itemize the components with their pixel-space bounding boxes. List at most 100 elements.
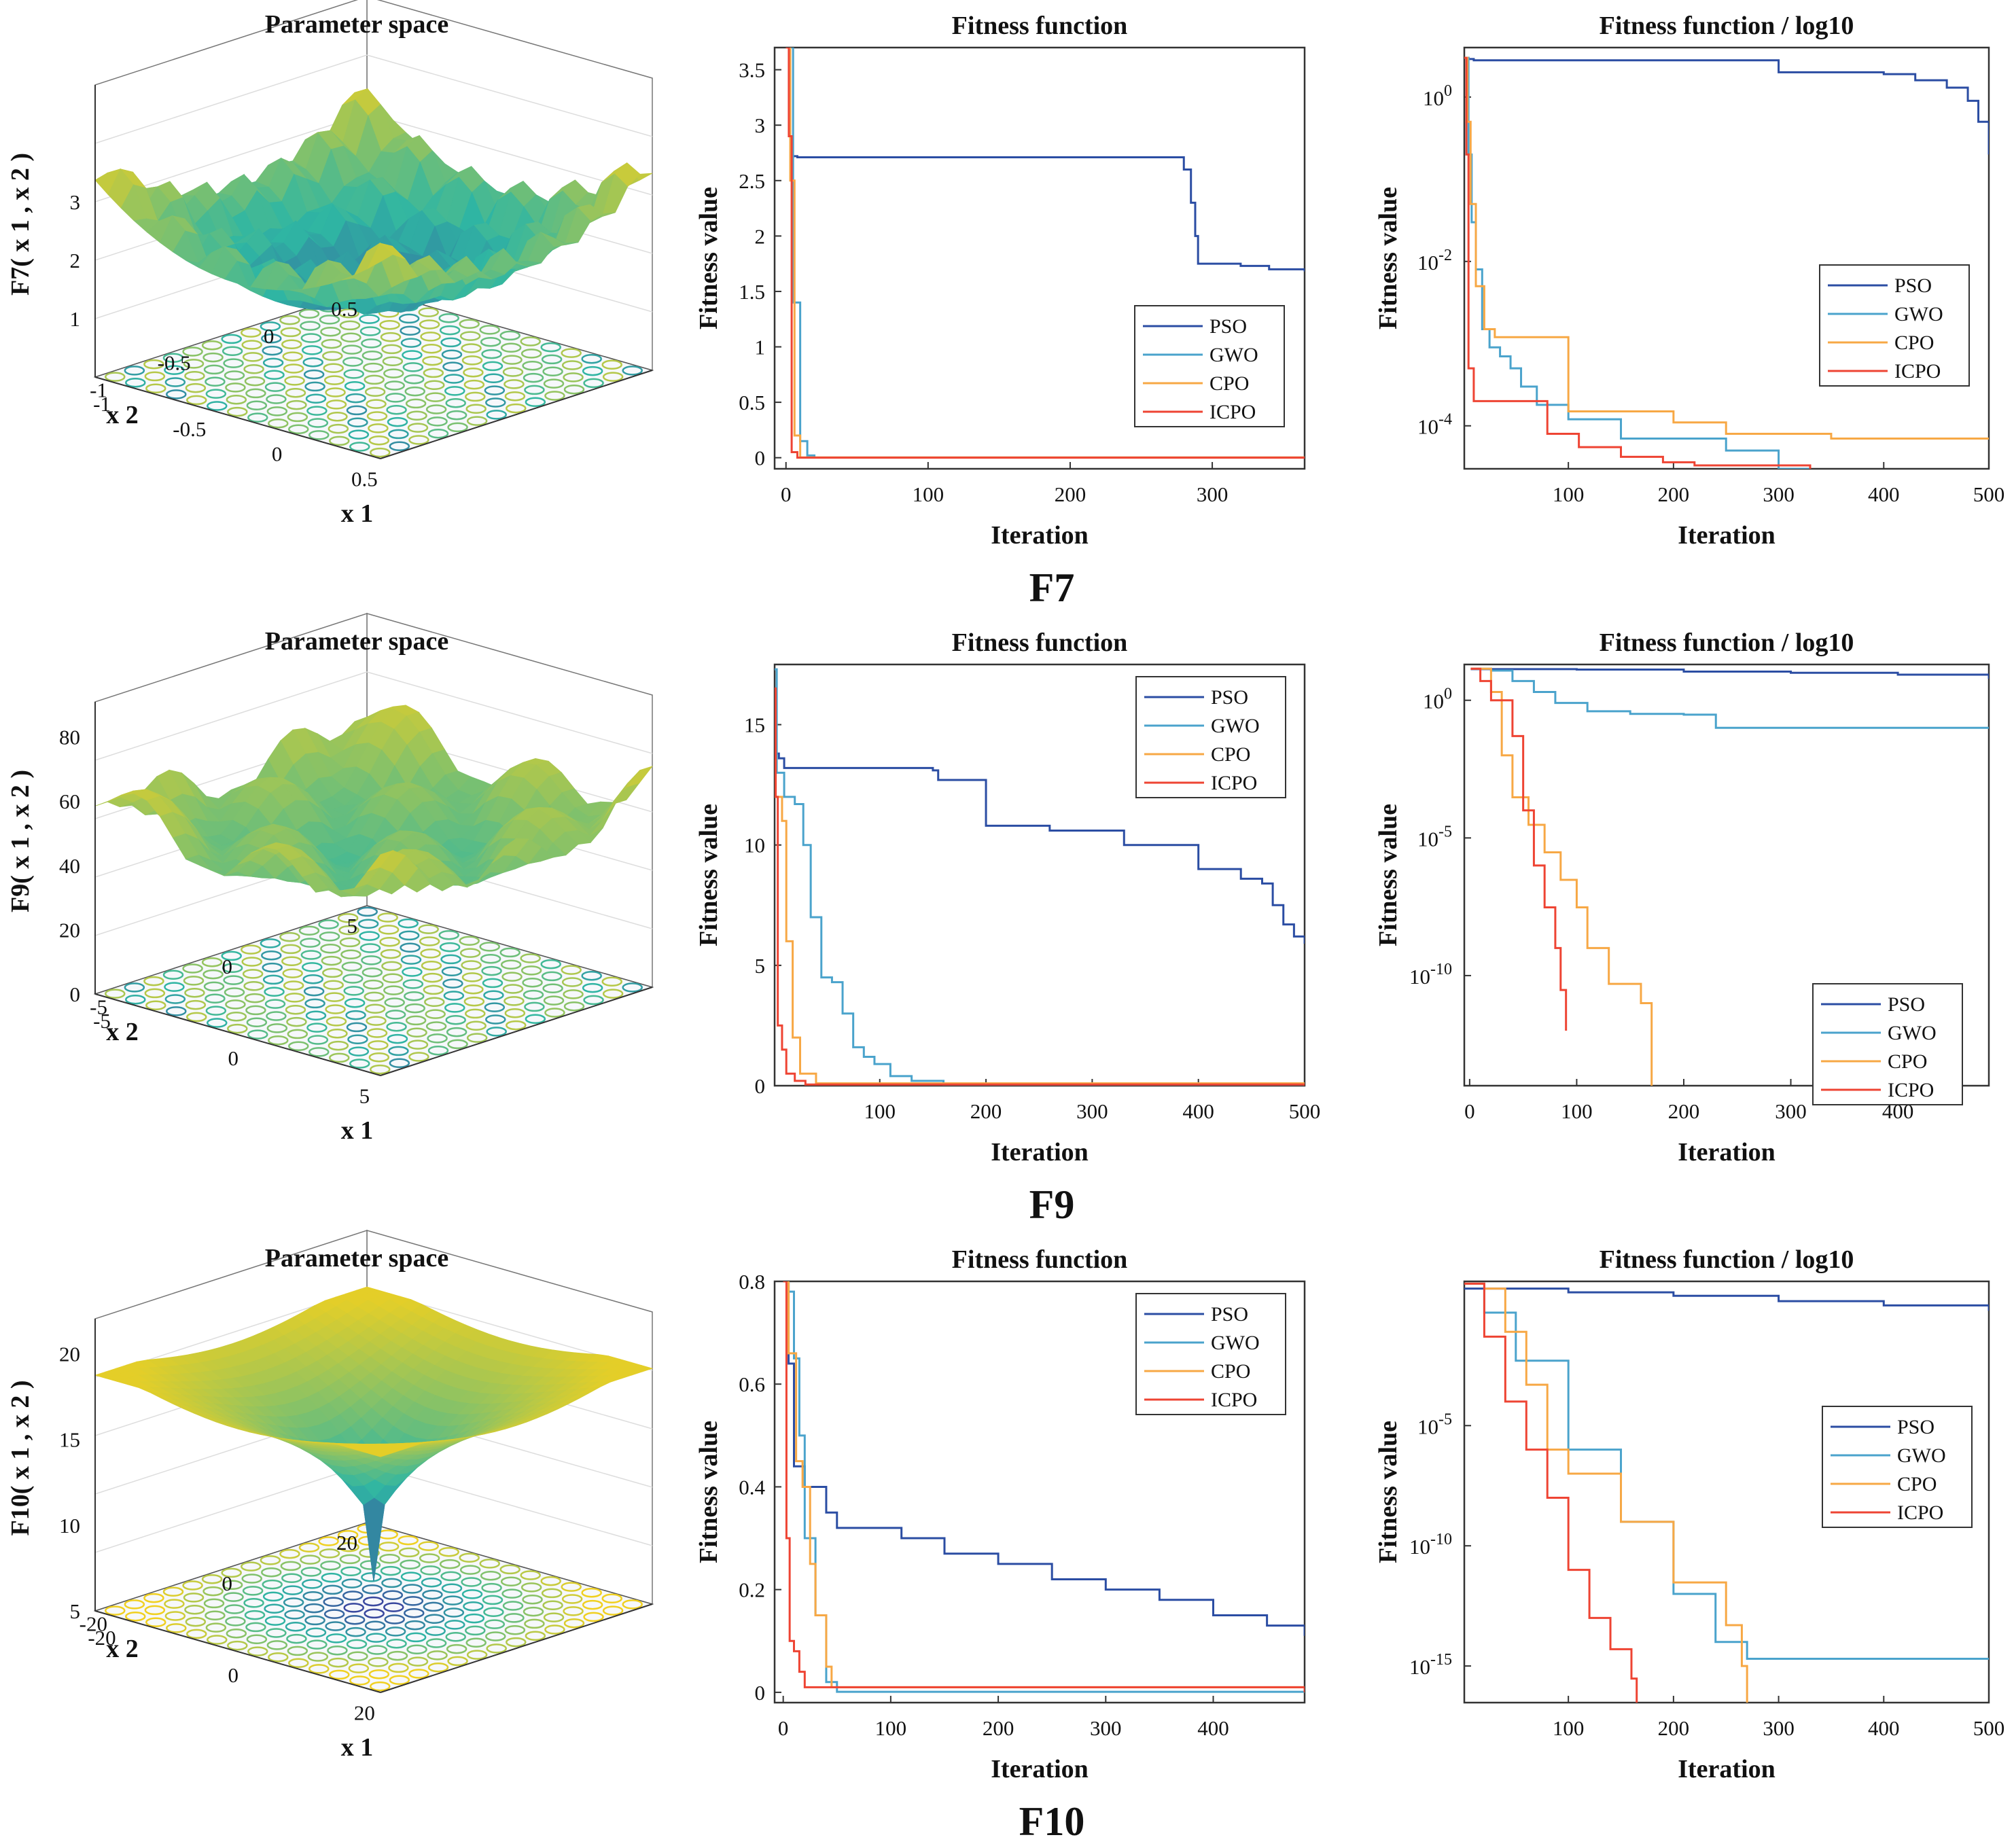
contour-ring (400, 338, 422, 348)
contour-ring (244, 376, 266, 387)
contour-ring (480, 1570, 501, 1581)
z-tick-label: 20 (59, 918, 80, 942)
block-f9: Parameter space 0 20 40 60 80 F9( x 1 , x 2 ) -… (6, 612, 1990, 1227)
contour-ring (241, 1574, 262, 1584)
contour-ring (264, 1616, 286, 1626)
contour-ring (342, 1591, 364, 1601)
contour-ring (380, 1565, 402, 1576)
contour-ring (388, 429, 409, 440)
contour-ring (602, 1605, 624, 1616)
contour-ring (370, 1064, 391, 1075)
contour-ring (203, 1598, 225, 1609)
x2-tick-label: -1 (90, 378, 107, 402)
contour-ring (502, 367, 524, 377)
contour-ring (404, 1620, 425, 1631)
contour-ring (447, 1656, 468, 1667)
contour-ring (443, 1607, 465, 1618)
y-tick-label: 0 (755, 446, 766, 470)
contour-ring (341, 344, 363, 355)
contour-ring (185, 383, 207, 393)
contour-ring (405, 398, 427, 409)
box-edge (380, 1603, 653, 1693)
contour-ring (427, 1045, 449, 1056)
contour-ring (302, 1579, 323, 1589)
contour-ring (408, 1052, 429, 1062)
contour-ring (348, 429, 370, 440)
contour-ring (224, 370, 245, 380)
contour-ring (402, 350, 423, 360)
contour-ring (302, 962, 323, 972)
contour-ring (346, 1639, 368, 1650)
contour-ring (441, 966, 463, 977)
x-tick-label: 300 (1763, 482, 1795, 506)
contour-ring (389, 441, 410, 452)
contour-ring (541, 971, 563, 982)
x-tick-label: 300 (1090, 1716, 1122, 1740)
contour-ring (581, 1587, 602, 1598)
x-tick-label: 200 (1658, 482, 1690, 506)
contour-ring (304, 381, 325, 392)
contour-ring (143, 1593, 164, 1603)
contour-ring (366, 1645, 388, 1655)
contour-ring (287, 412, 308, 423)
contour-ring (461, 1577, 482, 1587)
contour-ring (421, 343, 442, 354)
contour-ring (425, 1009, 446, 1019)
contour-ring (601, 976, 622, 987)
contour-ring (349, 1059, 370, 1069)
contour-ring (328, 423, 349, 434)
contour-ring (484, 1619, 506, 1629)
contour-ring (459, 331, 481, 341)
contour-ring (244, 1610, 266, 1620)
linear-fitness-panel: Fitness function Iteration Fitness value 0 1… (694, 12, 1306, 550)
surface-title: Parameter space (265, 10, 448, 39)
contour-ring (525, 397, 546, 408)
contour-ring (427, 1650, 448, 1660)
contour-ring (325, 399, 347, 410)
contour-ring (484, 385, 506, 395)
contour-ring (423, 1601, 444, 1612)
y-tick-label: 15 (744, 713, 765, 737)
contour-ring (622, 366, 643, 376)
contour-ring (523, 1606, 544, 1617)
contour-ring (327, 1028, 348, 1039)
contour-ring (407, 1040, 429, 1050)
grid-line (94, 54, 368, 144)
y-tick-label: 0 (755, 1074, 766, 1098)
x2-tick-label: 5 (347, 914, 358, 938)
contour-ring (466, 416, 488, 426)
y-tick-label: 0 (755, 1681, 766, 1705)
z-axis-label: F9( x 1 , x 2 ) (6, 770, 35, 912)
contour-ring (386, 1021, 407, 1032)
series-line-gwo (775, 668, 1305, 1086)
z-tick-label: 15 (59, 1428, 80, 1452)
panel-title: Fitness function (952, 12, 1128, 40)
contour-ring (438, 1546, 459, 1557)
panel-title: Fitness function / log10 (1600, 1245, 1854, 1274)
surface-title: Parameter space (265, 1244, 448, 1273)
x-axis-label: Iteration (1678, 521, 1776, 550)
contour-ring (244, 993, 266, 1003)
contour-ring (247, 412, 268, 423)
contour-ring (582, 1599, 603, 1610)
contour-ring (444, 1003, 465, 1013)
contour-ring (388, 1046, 409, 1056)
contour-ring (386, 1638, 407, 1649)
contour-ring (520, 953, 541, 963)
contour-ring (439, 1559, 461, 1569)
contour-ring (339, 320, 361, 331)
contour-ring (364, 387, 386, 397)
contour-ring (407, 423, 429, 433)
contour-ring (382, 356, 404, 367)
x-tick-label: 400 (1868, 482, 1900, 506)
x-tick-label: 400 (1868, 1716, 1900, 1740)
y-tick-label: 10-10 (1409, 1531, 1452, 1559)
contour-ring (264, 987, 285, 997)
contour-ring (302, 974, 323, 984)
contour-ring (382, 1590, 404, 1601)
contour-ring (162, 970, 184, 980)
contour-ring (298, 925, 320, 936)
contour-ring (398, 930, 420, 941)
contour-ring (262, 962, 283, 973)
contour-ring (402, 1584, 423, 1594)
